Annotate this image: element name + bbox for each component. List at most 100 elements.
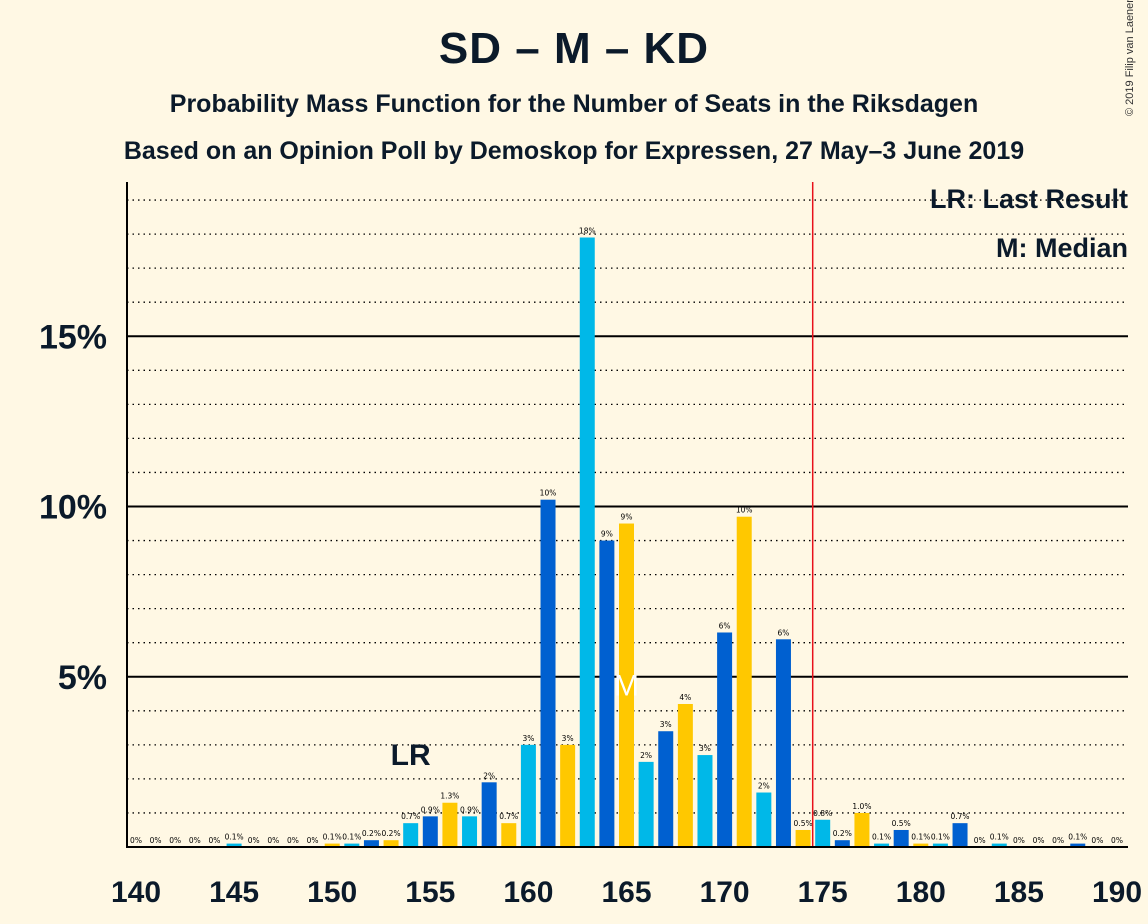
bar-178 <box>874 843 890 847</box>
bar-145 <box>226 843 242 847</box>
x-tick-label: 165 <box>601 876 651 909</box>
bar-171 <box>736 516 752 847</box>
bar-180 <box>913 843 929 847</box>
median-marker: M <box>614 669 639 702</box>
data-label: 2% <box>758 782 770 791</box>
data-label: 3% <box>699 744 711 753</box>
x-tick-label: 160 <box>503 876 553 909</box>
bar-156 <box>442 802 458 847</box>
last-result-marker: LR <box>391 739 431 772</box>
data-label: 0% <box>1033 836 1045 845</box>
data-label: 3% <box>522 734 534 743</box>
data-label: 0% <box>1111 836 1123 845</box>
data-label: 0% <box>130 836 142 845</box>
bar-167 <box>658 731 674 847</box>
bar-150 <box>324 843 340 847</box>
chart-subtitle-2: Based on an Opinion Poll by Demoskop for… <box>123 137 1025 165</box>
data-label: 0.2% <box>362 829 381 838</box>
bar-176 <box>834 840 850 847</box>
y-tick-label: 5% <box>58 659 107 697</box>
data-label: 3% <box>562 734 574 743</box>
bar-182 <box>952 823 968 847</box>
data-label: 0.9% <box>421 805 440 814</box>
data-label: 1.3% <box>440 792 459 801</box>
data-label: 0.1% <box>911 833 930 842</box>
bar-170 <box>717 632 733 847</box>
data-label: 0% <box>1091 836 1103 845</box>
bar-174 <box>795 829 811 847</box>
x-tick-label: 175 <box>798 876 848 909</box>
chart-title: SD – M – KD <box>438 24 710 73</box>
bar-165 <box>619 523 634 847</box>
bar-181 <box>932 843 948 847</box>
data-label: 4% <box>679 693 691 702</box>
x-tick-label: 170 <box>700 876 750 909</box>
bar-177 <box>854 812 870 847</box>
bar-162 <box>560 744 576 847</box>
x-tick-label: 140 <box>111 876 161 909</box>
data-label: 6% <box>719 621 731 630</box>
data-label: 6% <box>778 628 790 637</box>
bar-159 <box>501 823 517 847</box>
data-label: 0% <box>209 836 221 845</box>
x-tick-label: 190 <box>1092 876 1142 909</box>
legend-median: M: Median <box>996 233 1128 263</box>
bar-179 <box>893 829 909 847</box>
bar-169 <box>697 755 713 847</box>
bar-152 <box>363 840 379 847</box>
data-label: 0% <box>974 836 986 845</box>
data-label: 10% <box>736 506 753 515</box>
data-label: 0.2% <box>382 829 401 838</box>
bar-154 <box>403 823 419 847</box>
data-label: 0% <box>307 836 319 845</box>
bar-168 <box>677 703 693 847</box>
data-label: 0.1% <box>931 833 950 842</box>
data-label: 3% <box>660 720 672 729</box>
x-tick-label: 150 <box>307 876 357 909</box>
bar-160 <box>520 744 536 847</box>
y-tick-label: 10% <box>39 489 107 527</box>
bar-164 <box>599 540 615 847</box>
data-label: 0% <box>169 836 181 845</box>
data-label: 0.5% <box>794 819 813 828</box>
data-label: 0% <box>267 836 279 845</box>
data-label: 0% <box>1013 836 1025 845</box>
data-label: 0.9% <box>460 805 479 814</box>
bar-163 <box>579 237 595 847</box>
data-label: 0% <box>150 836 162 845</box>
bar-175 <box>815 819 831 847</box>
data-label: 0.7% <box>401 812 420 821</box>
bar-188 <box>1070 843 1086 847</box>
x-tick-label: 155 <box>405 876 455 909</box>
data-label: 0.5% <box>892 819 911 828</box>
bar-157 <box>462 816 478 847</box>
bar-166 <box>638 761 654 847</box>
bar-184 <box>991 843 1007 847</box>
data-label: 0.8% <box>813 809 832 818</box>
data-label: 9% <box>601 530 613 539</box>
chart-subtitle: Probability Mass Function for the Number… <box>169 90 979 118</box>
data-label: 0.1% <box>872 833 891 842</box>
data-label: 2% <box>640 751 652 760</box>
bar-173 <box>775 639 791 847</box>
data-label: 0% <box>248 836 260 845</box>
data-label: 0.2% <box>833 829 852 838</box>
data-label: 0.1% <box>990 833 1009 842</box>
x-tick-label: 180 <box>896 876 946 909</box>
bar-153 <box>383 840 399 847</box>
data-label: 0% <box>189 836 201 845</box>
data-label: 0.1% <box>1068 833 1087 842</box>
data-label: 0.7% <box>499 812 518 821</box>
legend-last-result: LR: Last Result <box>929 184 1128 214</box>
x-tick-label: 185 <box>994 876 1044 909</box>
y-tick-label: 15% <box>39 318 107 356</box>
data-label: 10% <box>540 489 557 498</box>
data-label: 0.1% <box>225 833 244 842</box>
bar-151 <box>344 843 360 847</box>
x-tick-label: 145 <box>209 876 259 909</box>
data-label: 2% <box>483 771 495 780</box>
bar-158 <box>481 782 497 847</box>
data-label: 0.1% <box>323 833 342 842</box>
data-label: 18% <box>579 227 596 236</box>
data-label: 1.0% <box>852 802 871 811</box>
